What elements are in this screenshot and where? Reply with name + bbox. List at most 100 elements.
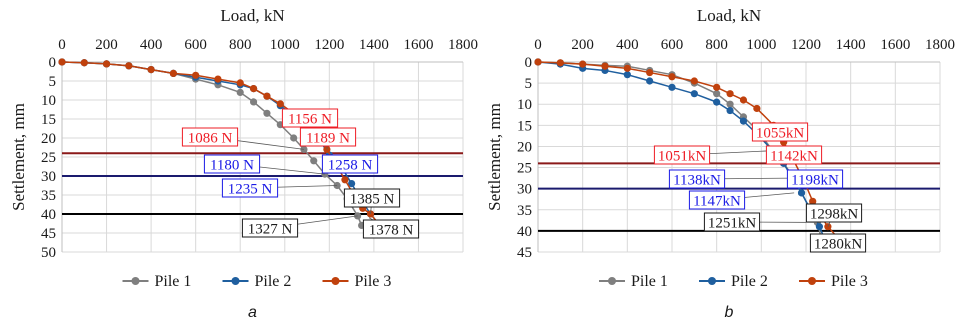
legend-swatch-marker <box>708 277 716 285</box>
x-tick-label: 1200 <box>791 37 821 53</box>
y-axis-title: Settlement, mm <box>485 103 504 211</box>
data-point <box>815 223 824 231</box>
data-point <box>263 92 271 100</box>
data-point <box>726 106 734 115</box>
annotation-label: 1198kN <box>791 173 839 189</box>
y-tick-label: 35 <box>41 188 56 204</box>
annotation-label: 1086 N <box>188 131 233 147</box>
annotation-label: 1180 N <box>210 158 254 174</box>
y-tick-label: 50 <box>41 245 56 261</box>
annotation-box <box>668 169 726 189</box>
y-tick-label: 20 <box>517 139 532 155</box>
legend-label: Pile 1 <box>631 273 668 290</box>
data-point <box>726 90 734 98</box>
x-tick-label: 1200 <box>314 37 344 53</box>
annotation-label: 1235 N <box>228 182 273 198</box>
legend-label: Pile 3 <box>831 273 868 290</box>
annotation-box <box>786 169 844 189</box>
data-point <box>290 134 298 142</box>
annotation-label: 1258 N <box>328 158 373 174</box>
x-tick-label: 400 <box>616 37 639 53</box>
x-tick-label: 800 <box>229 37 252 53</box>
data-point <box>58 58 66 66</box>
data-point <box>726 100 734 108</box>
data-point <box>147 66 155 74</box>
annotation-label: 1189 N <box>306 131 350 147</box>
legend-swatch-marker <box>131 277 140 285</box>
data-point <box>169 69 177 77</box>
data-point <box>236 88 244 96</box>
y-tick-label: 35 <box>517 203 532 219</box>
annotation-box <box>281 108 339 128</box>
y-tick-label: 15 <box>41 112 56 128</box>
annotation-box <box>321 154 379 174</box>
data-point <box>646 68 654 77</box>
y-tick-label: 25 <box>517 161 532 177</box>
annotation-box <box>221 178 279 198</box>
annotation-box <box>703 212 761 232</box>
data-point <box>713 90 721 98</box>
data-point <box>341 176 349 184</box>
data-point <box>601 62 609 70</box>
data-point <box>534 58 542 66</box>
y-tick-label: 5 <box>49 74 57 90</box>
y-tick-label: 15 <box>517 118 532 134</box>
data-point <box>646 77 654 85</box>
x-tick-label: 1000 <box>746 37 776 53</box>
annotation-box <box>765 145 823 165</box>
legend-swatch-marker <box>231 277 240 285</box>
data-point <box>690 90 698 98</box>
annotation-label: 1298kN <box>810 207 859 223</box>
x-tick-label: 0 <box>534 37 542 53</box>
data-point <box>690 77 698 85</box>
data-point <box>236 79 244 87</box>
y-tick-label: 45 <box>41 226 56 242</box>
x-tick-label: 400 <box>140 37 163 53</box>
chart-panel-a: 0 200 400 600 800 1000 1200 1400 1600 1800 0 5 10 15 2… <box>9 6 478 321</box>
x-tick-label: 200 <box>571 37 594 53</box>
data-point <box>348 180 356 188</box>
data-point <box>623 71 631 79</box>
data-point <box>214 75 222 83</box>
annotation-label: 1147kN <box>693 194 741 210</box>
x-axis-title: Load, kN <box>697 6 761 25</box>
annotation-label: 1051kN <box>658 149 707 165</box>
annotation-box <box>241 218 299 238</box>
y-tick-label: 20 <box>41 131 56 147</box>
data-point <box>310 157 318 165</box>
panel-label: b <box>725 304 734 321</box>
x-tick-label: 1600 <box>403 37 433 53</box>
y-axis-title: Settlement, mm <box>9 103 28 211</box>
legend-label: Pile 2 <box>255 273 292 290</box>
data-point <box>739 117 748 125</box>
x-tick-label: 1000 <box>270 37 300 53</box>
data-point <box>249 85 258 93</box>
data-point <box>249 98 258 106</box>
panel-label: a <box>248 304 257 321</box>
annotation-label: 1156 N <box>288 112 332 128</box>
annotation-box <box>809 233 867 253</box>
annotation-box <box>805 203 863 223</box>
y-tick-label: 40 <box>41 207 56 223</box>
x-tick-label: 1600 <box>880 37 910 53</box>
legend-label: Pile 2 <box>731 273 768 290</box>
annotation-label: 1142kN <box>770 149 818 165</box>
annotation-label: 1251kN <box>708 216 757 232</box>
data-point <box>192 71 200 79</box>
x-tick-label: 1400 <box>359 37 389 53</box>
data-point <box>276 100 284 108</box>
legend-label: Pile 3 <box>355 273 392 290</box>
x-axis-title: Load, kN <box>220 6 284 25</box>
data-point <box>713 83 721 91</box>
chart-panel-b: 0 200 400 600 800 1000 1200 1400 1600 1800 0 5 10 15 2… <box>485 6 955 321</box>
legend-swatch-marker <box>331 277 340 285</box>
data-point <box>125 62 133 70</box>
y-tick-label: 40 <box>517 224 532 240</box>
annotation-box <box>203 154 261 174</box>
annotation-box <box>343 188 401 208</box>
legend-swatch-marker <box>608 277 616 285</box>
data-point <box>668 83 676 91</box>
annotation-label: 1280kN <box>814 237 863 253</box>
annotation-box <box>688 190 746 210</box>
